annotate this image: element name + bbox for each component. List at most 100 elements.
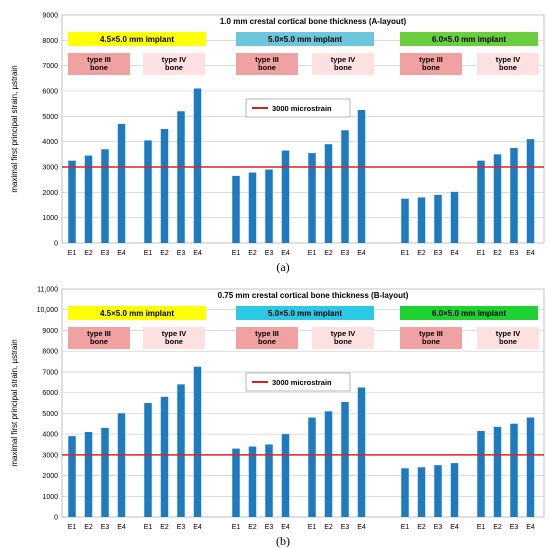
bar [357, 110, 366, 243]
bar [232, 175, 240, 243]
bone-type-label: type III [87, 329, 111, 338]
x-tick-label: E1 [144, 524, 153, 531]
bone-type-box [143, 327, 205, 349]
x-tick-label: E4 [526, 524, 535, 531]
bar [248, 172, 257, 243]
bar [84, 432, 93, 517]
x-tick-label: E4 [281, 524, 290, 531]
x-tick-label: E4 [281, 250, 290, 257]
x-tick-label: E3 [341, 250, 350, 257]
bone-type-label: bone [165, 63, 183, 72]
bar [477, 160, 485, 243]
x-tick-label: E2 [160, 250, 169, 257]
group-header-label: 4.5×5.0 mm implant [100, 35, 174, 44]
group-header-box [400, 306, 538, 320]
bar [144, 140, 152, 243]
bone-type-label: bone [334, 63, 352, 72]
y-tick-label: 3000 [42, 452, 58, 459]
bar [341, 401, 349, 517]
bar [477, 430, 485, 517]
y-tick-label: 6000 [42, 390, 58, 397]
bone-type-label: bone [90, 337, 108, 346]
bar [417, 197, 426, 243]
y-tick-label: 1000 [42, 215, 58, 222]
x-tick-label: E3 [341, 524, 350, 531]
x-tick-label: E2 [248, 250, 257, 257]
x-tick-label: E4 [193, 524, 202, 531]
group-header-label: 6.0×5.0 mm implant [432, 309, 506, 318]
y-tick-label: 10,000 [37, 307, 59, 314]
bar [324, 144, 333, 243]
bone-type-label: type III [255, 329, 279, 338]
y-tick-label: 7000 [42, 63, 58, 70]
y-tick-label: 5000 [42, 411, 58, 418]
bar [248, 446, 257, 517]
y-tick-label: 3000 [42, 165, 58, 172]
bar [68, 160, 76, 243]
bone-type-box [236, 327, 298, 349]
chart-title: 1.0 mm crestal cortical bone thickness (… [220, 17, 407, 26]
group-header-label: 5.0×5.0 mm implant [268, 309, 342, 318]
y-tick-label: 2000 [42, 190, 58, 197]
bar [308, 153, 316, 243]
x-tick-label: E2 [417, 524, 426, 531]
bar [265, 169, 273, 243]
bar [101, 149, 109, 243]
group-header-label: 6.0×5.0 mm implant [432, 35, 506, 44]
bone-type-box [312, 53, 374, 75]
x-tick-label: E4 [526, 250, 535, 257]
bar [526, 417, 535, 517]
x-tick-label: E3 [265, 524, 274, 531]
x-tick-label: E2 [324, 524, 333, 531]
bone-type-label: bone [258, 337, 276, 346]
chart-title: 0.75 mm crestal cortical bone thickness … [218, 291, 409, 300]
bar [281, 434, 290, 517]
bone-type-label: type IV [496, 55, 521, 64]
x-tick-label: E2 [417, 250, 426, 257]
y-tick-label: 1000 [42, 494, 58, 501]
bone-type-label: bone [499, 63, 517, 72]
x-tick-label: E1 [401, 250, 410, 257]
bone-type-box [143, 53, 205, 75]
bone-type-label: type III [255, 55, 279, 64]
bar [84, 155, 93, 243]
bar [101, 427, 109, 517]
bone-type-label: type IV [331, 329, 356, 338]
bar [510, 148, 518, 243]
y-tick-label: 5000 [42, 114, 58, 121]
x-tick-label: E4 [450, 524, 459, 531]
x-tick-label: E3 [265, 250, 274, 257]
bar [417, 467, 426, 517]
x-tick-label: E1 [232, 524, 241, 531]
bar [177, 384, 185, 517]
y-tick-label: 0 [54, 241, 58, 248]
group-header-box [400, 32, 538, 46]
bar [177, 111, 185, 244]
bone-type-box [68, 327, 130, 349]
x-tick-label: E1 [477, 524, 486, 531]
plot-area [61, 288, 545, 518]
bone-type-box [400, 53, 462, 75]
x-tick-label: E3 [434, 524, 443, 531]
y-tick-label: 0 [54, 515, 58, 522]
bone-type-label: type III [419, 55, 443, 64]
bone-type-label: type IV [162, 55, 187, 64]
x-tick-label: E4 [193, 250, 202, 257]
bar [193, 88, 202, 243]
x-tick-label: E3 [101, 524, 110, 531]
group-header-label: 4.5×5.0 mm implant [100, 309, 174, 318]
x-tick-label: E3 [177, 250, 186, 257]
bar [493, 426, 502, 517]
x-tick-label: E1 [144, 250, 153, 257]
bone-type-label: bone [422, 63, 440, 72]
panel-label: (a) [276, 260, 289, 274]
bar [68, 436, 76, 517]
bar [493, 154, 502, 243]
y-tick-label: 4000 [42, 139, 58, 146]
legend-box [245, 372, 351, 392]
panel-label: (b) [276, 534, 290, 548]
bar [401, 468, 409, 517]
bone-type-label: type III [87, 55, 111, 64]
y-tick-label: 9000 [42, 328, 58, 335]
